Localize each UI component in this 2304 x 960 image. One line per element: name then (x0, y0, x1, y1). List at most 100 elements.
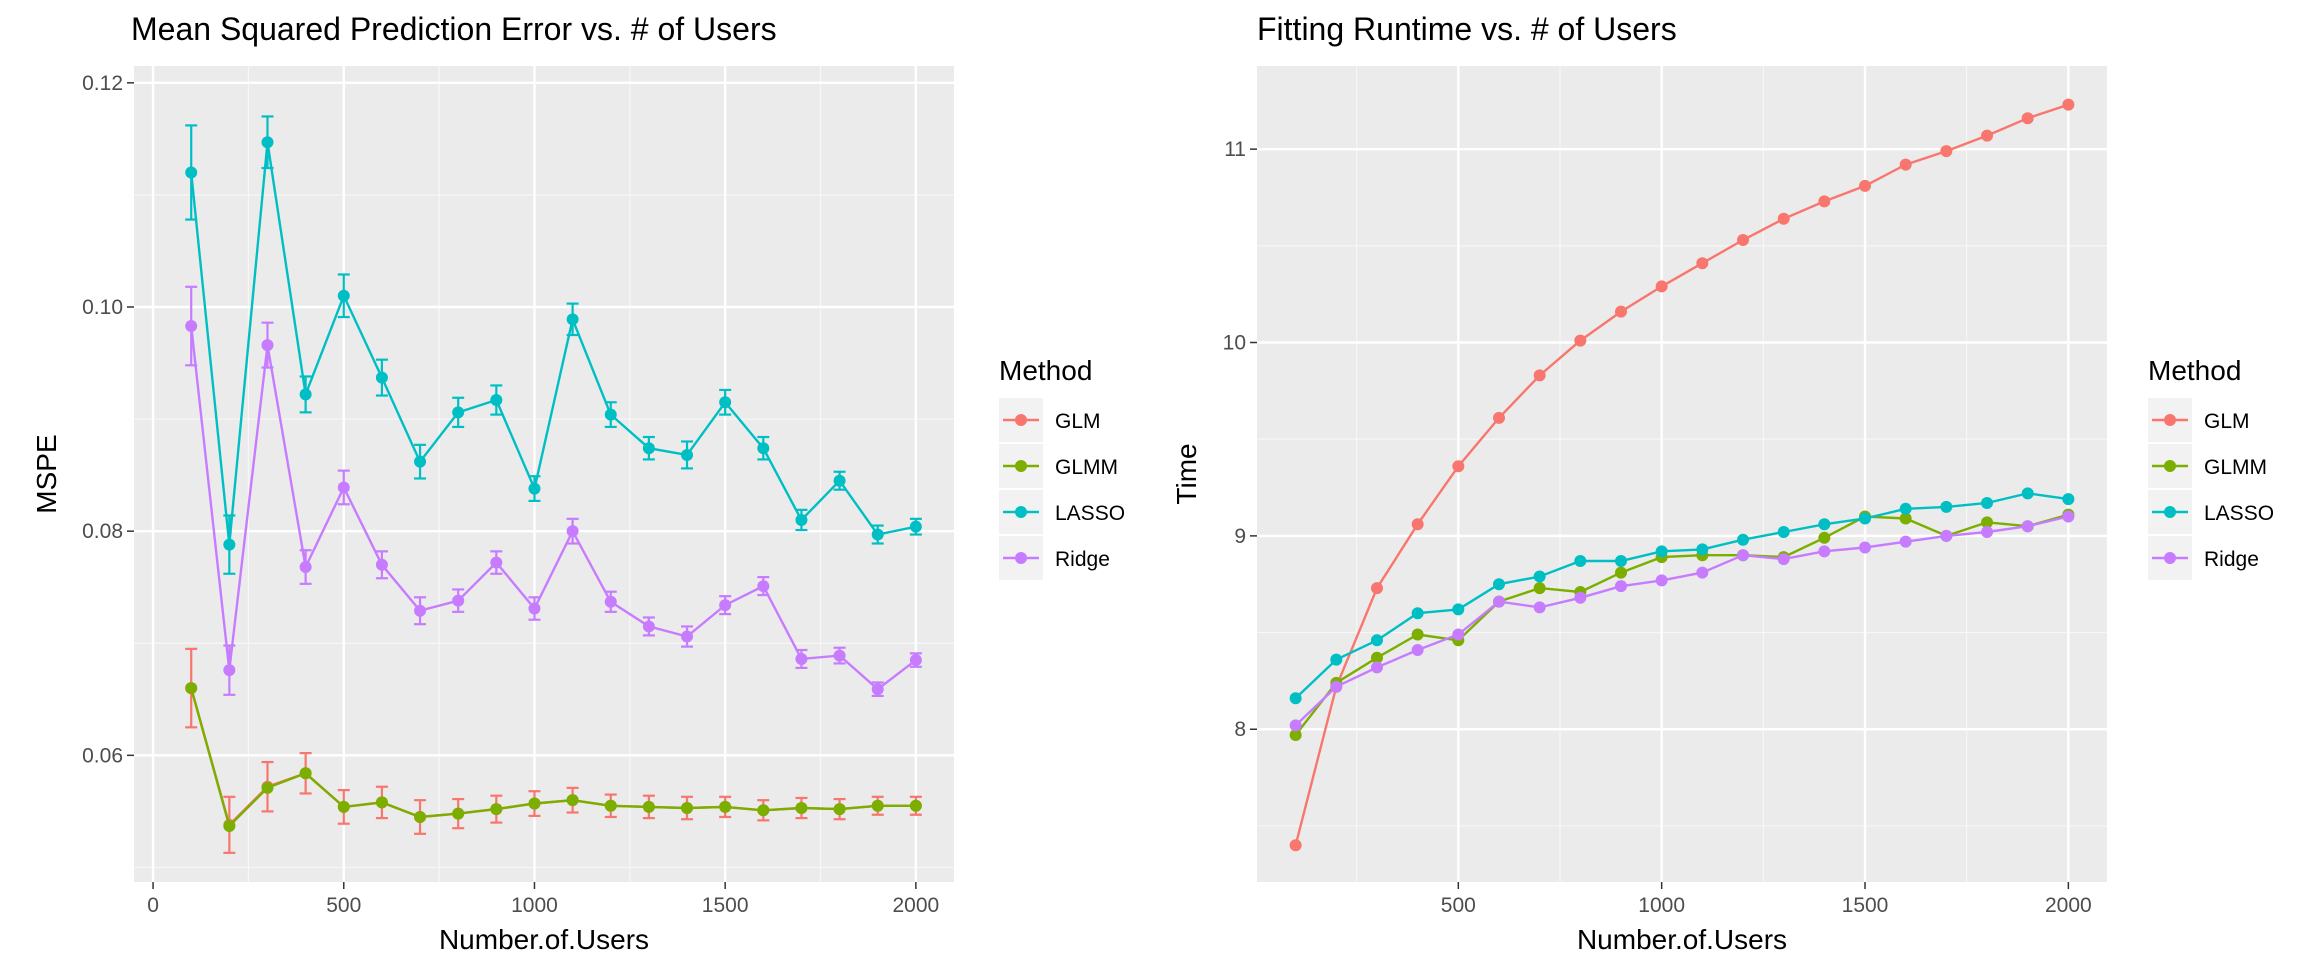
data-point-ridge (1614, 580, 1627, 593)
series-line-lasso (1294, 492, 2069, 700)
x-tick-label: 2000 (2045, 894, 2092, 917)
data-point-glm (1777, 212, 1790, 225)
legend-key-point (2164, 506, 2176, 518)
chart-title: Mean Squared Prediction Error vs. # of U… (131, 11, 777, 47)
data-point-glmm (795, 802, 808, 815)
data-point-glm (1737, 234, 1750, 247)
data-point-lasso (1899, 502, 1912, 515)
data-point-ridge (681, 630, 694, 643)
x-axis-title: Number.of.Users (1577, 924, 1787, 955)
y-tick-label: 9 (1234, 525, 1246, 548)
chart-1: Mean Squared Prediction Error vs. # of U… (31, 11, 1125, 955)
legend-title: Method (999, 355, 1092, 386)
legend-label: LASSO (1055, 502, 1125, 525)
data-point-ridge (604, 595, 617, 608)
legend-label: GLMM (1055, 456, 1118, 479)
data-point-glm (1289, 839, 1302, 852)
data-point-ridge (452, 594, 465, 607)
data-point-ridge (1370, 661, 1383, 674)
data-point-ridge (375, 558, 388, 571)
data-point-glmm (299, 767, 312, 780)
data-point-ridge (1452, 628, 1465, 641)
chart-title: Fitting Runtime vs. # of Users (1257, 11, 1677, 47)
data-point-ridge (528, 602, 541, 615)
data-point-lasso (1981, 497, 1994, 510)
legend-key-point (2164, 460, 2176, 472)
data-point-glmm (223, 819, 236, 832)
legend: Method GLM GLMM LASSO Ridge (999, 355, 1125, 580)
data-point-glmm (566, 794, 579, 807)
data-point-ridge (2062, 510, 2075, 523)
data-point-lasso (1533, 570, 1546, 583)
data-point-lasso (1452, 603, 1465, 616)
data-point-glmm (414, 810, 427, 823)
chart-2: Fitting Runtime vs. # of Users 500 1000 150… (1171, 11, 2274, 955)
data-point-ridge (1899, 535, 1912, 548)
data-point-lasso (375, 371, 388, 384)
y-tick-label: 0.06 (82, 744, 123, 767)
data-point-glmm (1981, 516, 1994, 529)
data-point-glm (1574, 334, 1587, 347)
data-point-ridge (1574, 591, 1587, 604)
data-point-lasso (1696, 543, 1709, 556)
data-point-glmm (261, 781, 274, 794)
data-point-lasso (566, 313, 579, 326)
legend-label: GLM (1055, 410, 1101, 433)
data-point-lasso (795, 513, 808, 526)
data-point-ridge (490, 556, 503, 569)
x-tick-label: 2000 (893, 894, 940, 917)
data-point-ridge (642, 620, 655, 633)
data-point-ridge (1818, 545, 1831, 558)
x-tick-label: 1500 (702, 894, 749, 917)
data-point-glmm (833, 803, 846, 816)
data-point-glm (1899, 158, 1912, 171)
series-line-lasso (190, 142, 917, 545)
data-point-glm (1533, 369, 1546, 382)
series-glmm (185, 682, 922, 832)
legend-key-point (1015, 506, 1027, 518)
data-point-glmm (375, 796, 388, 809)
data-point-lasso (261, 136, 274, 149)
data-point-ridge (185, 320, 198, 333)
legend-item-glmm: GLMM (999, 444, 1118, 488)
data-point-ridge (223, 664, 236, 677)
data-point-lasso (642, 442, 655, 455)
data-point-ridge (1737, 549, 1750, 562)
legend-title: Method (2148, 355, 2241, 386)
data-point-glmm (642, 800, 655, 813)
data-point-ridge (1655, 574, 1668, 587)
legend-label: GLM (2204, 410, 2250, 433)
data-point-lasso (1574, 555, 1587, 568)
data-point-ridge (909, 654, 922, 667)
legend-item-lasso: LASSO (2148, 490, 2274, 534)
data-point-glmm (1818, 531, 1831, 544)
data-point-lasso (452, 406, 465, 419)
data-point-glm (1818, 195, 1831, 208)
legend-key-point (1015, 460, 1027, 472)
y-tick-label: 0.10 (82, 296, 123, 319)
legend-item-glmm: GLMM (2148, 444, 2267, 488)
data-point-glm (1370, 582, 1383, 595)
data-point-ridge (719, 599, 732, 612)
x-tick-label: 0 (147, 894, 159, 917)
data-point-glm (1940, 145, 1953, 158)
data-point-ridge (2021, 520, 2034, 533)
plot-panel (1257, 66, 2107, 882)
data-point-ridge (1533, 601, 1546, 614)
y-tick-label: 0.08 (82, 520, 123, 543)
series-line-glmm (1294, 513, 2069, 736)
data-point-lasso (1777, 526, 1790, 539)
data-point-glmm (452, 807, 465, 820)
data-point-glmm (337, 800, 350, 813)
legend-key-point (2164, 552, 2176, 564)
data-point-lasso (299, 388, 312, 401)
legend-label: Ridge (1055, 548, 1110, 571)
x-tick-label: 1000 (1638, 894, 1685, 917)
data-point-lasso (1655, 545, 1668, 558)
legend-item-glm: GLM (2148, 398, 2250, 442)
data-point-glmm (719, 800, 732, 813)
legend-label: Ridge (2204, 548, 2259, 571)
data-point-glmm (1614, 566, 1627, 579)
data-point-lasso (185, 166, 198, 179)
